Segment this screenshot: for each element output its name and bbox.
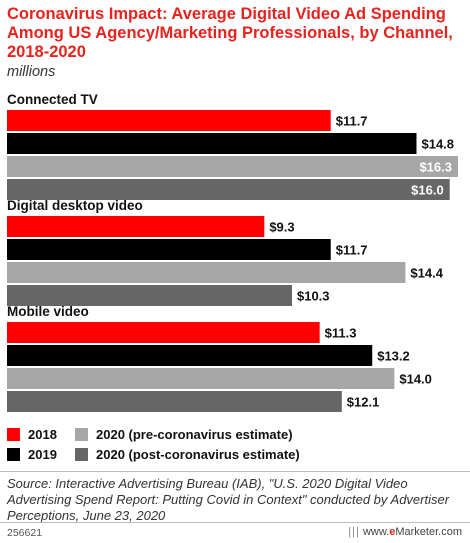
bar-mobile-video-2020-pre-coronavirus-estimate (7, 368, 395, 389)
legend-item-2020-post: 2020 (post-coronavirus estimate) (75, 447, 300, 462)
legend-item-2020-pre: 2020 (pre-coronavirus estimate) (75, 427, 293, 442)
bar-connected-tv-2020-post-coronavirus-estimate (7, 179, 450, 200)
brand-logo: | | | www.eMarketer.com (348, 526, 462, 538)
legend-label-2019: 2019 (28, 447, 57, 462)
bar-mobile-video-2019 (7, 345, 373, 366)
data-label-mobile-video-2019: $13.2 (377, 349, 410, 364)
brand-rest: Marketer.com (395, 526, 462, 538)
data-label-connected-tv-2018: $11.7 (336, 114, 368, 129)
category-label-digital-desktop-video: Digital desktop video (7, 198, 143, 213)
legend-item-2018: 2018 (7, 427, 57, 442)
data-label-connected-tv-2019: $14.8 (421, 137, 454, 152)
legend-swatch-2020-post (75, 448, 88, 461)
chart-id: 256621 (7, 527, 43, 539)
data-label-connected-tv-2020-post-coronavirus-estimate: $16.0 (411, 183, 444, 198)
bar-mobile-video-2020-post-coronavirus-estimate (7, 391, 342, 412)
chart-title: Coronavirus Impact: Average Digital Vide… (7, 5, 453, 61)
chart-subtitle: millions (7, 64, 56, 80)
legend-swatch-2020-pre (75, 428, 88, 441)
data-label-mobile-video-2020-pre-coronavirus-estimate: $14.0 (399, 372, 432, 387)
brand-prefix: www. (362, 526, 390, 538)
data-label-mobile-video-2018: $11.3 (325, 326, 357, 341)
data-label-digital-desktop-video-2019: $11.7 (336, 243, 368, 258)
source-divider (0, 471, 470, 472)
data-label-mobile-video-2020-post-coronavirus-estimate: $12.1 (347, 395, 380, 410)
source-note: Source: Interactive Advertising Bureau (… (7, 476, 450, 523)
bar-digital-desktop-video-2020-pre-coronavirus-estimate (7, 262, 406, 283)
footer-divider (0, 522, 470, 523)
legend-swatch-2019 (7, 448, 20, 461)
legend-swatch-2018 (7, 428, 20, 441)
category-label-connected-tv: Connected TV (7, 92, 98, 107)
data-label-connected-tv-2020-pre-coronavirus-estimate: $16.3 (419, 160, 452, 175)
bar-digital-desktop-video-2020-post-coronavirus-estimate (7, 285, 292, 306)
bar-connected-tv-2018 (7, 110, 331, 131)
bar-digital-desktop-video-2018 (7, 216, 265, 237)
legend-label-2020-pre: 2020 (pre-coronavirus estimate) (96, 427, 293, 442)
bar-digital-desktop-video-2019 (7, 239, 331, 260)
legend-label-2018: 2018 (28, 427, 57, 442)
legend-label-2020-post: 2020 (post-coronavirus estimate) (96, 447, 300, 462)
data-label-digital-desktop-video-2018: $9.3 (269, 220, 294, 235)
brand-e: e (389, 526, 396, 538)
chart-legend: 2018 2019 2020 (pre-coronavirus estimate… (7, 427, 467, 467)
bar-chart: Connected TV $11.7 $14.8 $16.3 $16.0 Digital … (7, 92, 458, 412)
category-label-mobile-video: Mobile video (7, 304, 89, 319)
data-label-digital-desktop-video-2020-post-coronavirus-estimate: $10.3 (297, 289, 330, 304)
bar-connected-tv-2019 (7, 133, 417, 154)
data-label-digital-desktop-video-2020-pre-coronavirus-estimate: $14.4 (410, 266, 443, 281)
legend-item-2019: 2019 (7, 447, 57, 462)
bar-mobile-video-2018 (7, 322, 320, 343)
bar-connected-tv-2020-pre-coronavirus-estimate (7, 156, 458, 177)
